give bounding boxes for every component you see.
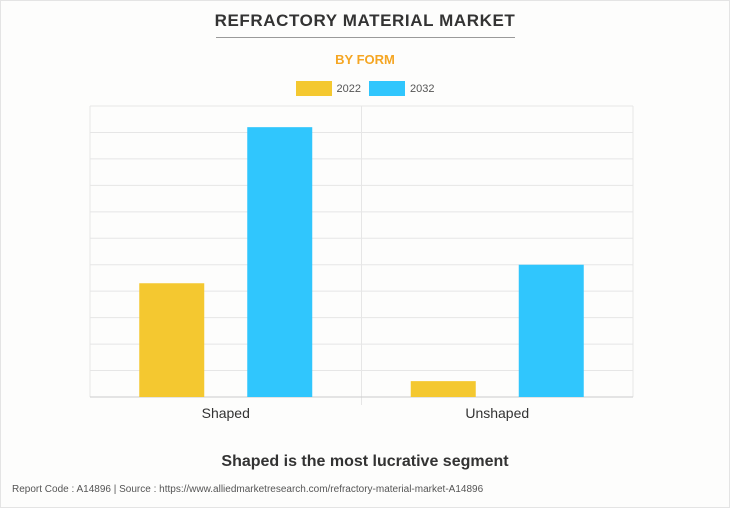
chart-caption: Shaped is the most lucrative segment xyxy=(221,453,509,470)
chart-title: REFRACTORY MATERIAL MARKET xyxy=(214,11,516,30)
legend-label-2022: 2022 xyxy=(336,82,361,95)
source-footer: Report Code : A14896 | Source : https://… xyxy=(12,484,484,495)
x-tick-label: Shaped xyxy=(202,405,250,421)
title-divider xyxy=(216,37,515,38)
chart-subtitle: BY FORM xyxy=(335,52,395,67)
bar-shaped-2022 xyxy=(139,283,205,397)
legend-swatch-2022 xyxy=(295,81,332,96)
bar-unshaped-2022 xyxy=(410,381,476,397)
legend: 2022 2032 xyxy=(0,81,730,96)
bar-shaped-2032 xyxy=(247,127,313,397)
x-tick-label: Unshaped xyxy=(465,405,529,421)
bar-unshaped-2032 xyxy=(518,264,584,397)
legend-label-2032: 2032 xyxy=(410,82,435,95)
legend-swatch-2032 xyxy=(369,81,405,96)
legend-item-2022[interactable]: 2022 xyxy=(295,81,361,96)
legend-item-2032[interactable]: 2032 xyxy=(369,81,434,96)
